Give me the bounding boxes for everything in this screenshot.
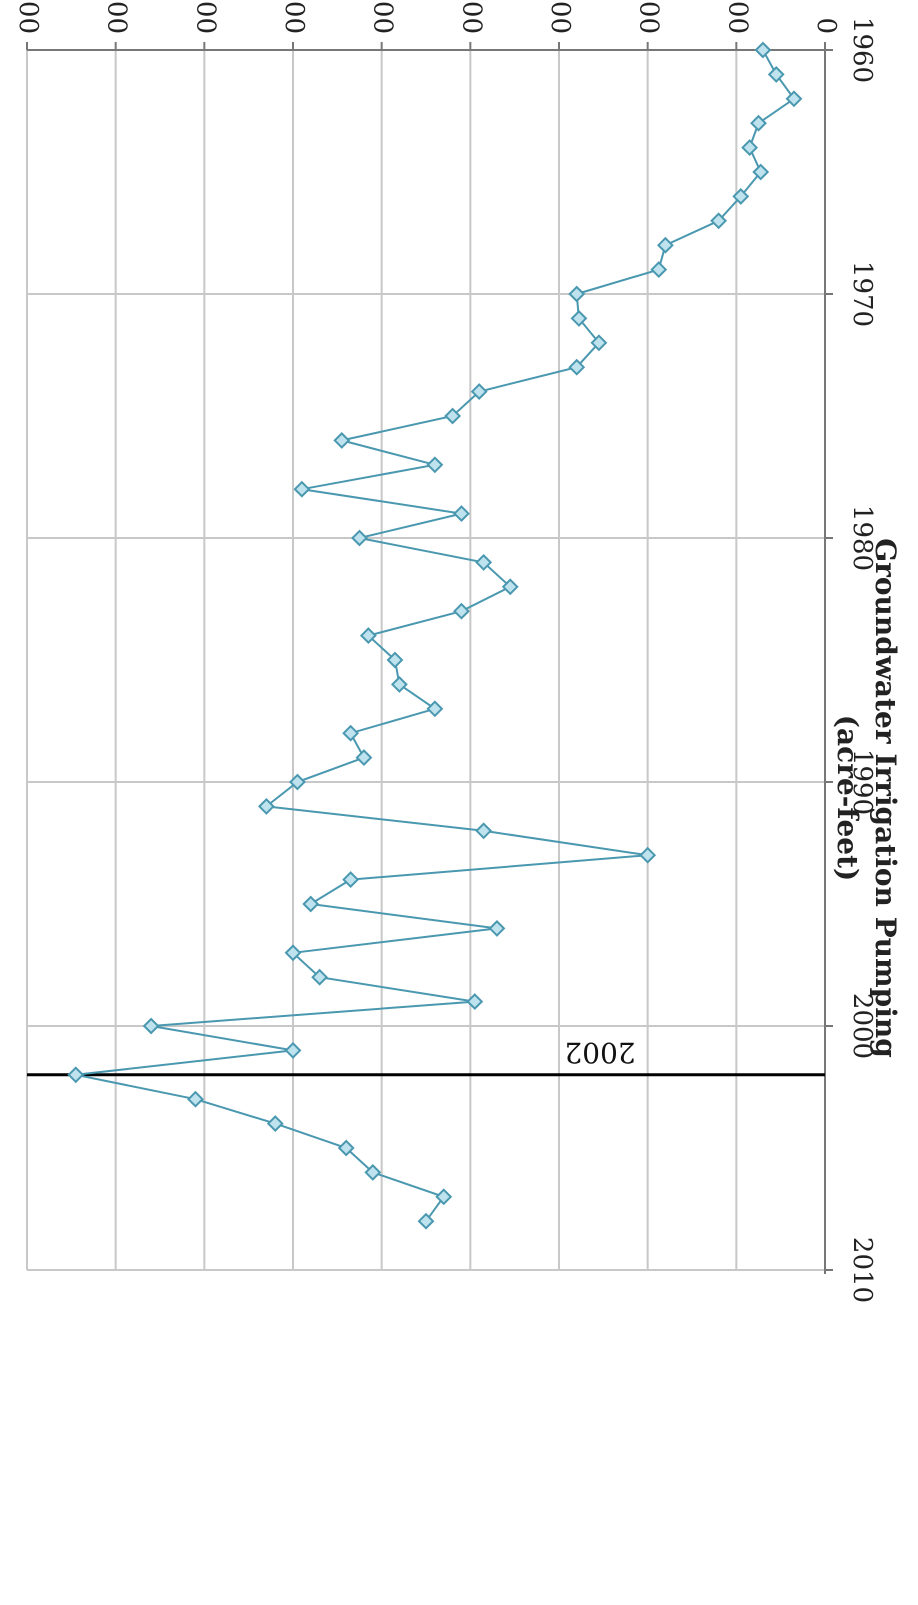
data-point-1976	[333, 431, 351, 449]
data-point-2004	[266, 1115, 284, 1133]
series-markers	[67, 41, 803, 1230]
data-point-1975	[444, 407, 462, 425]
data-point-1960	[754, 41, 772, 59]
reference-line-label: 2002	[564, 1036, 635, 1069]
data-point-1997	[284, 944, 302, 962]
data-point-1977	[426, 456, 444, 474]
data-point-2000	[142, 1017, 160, 1035]
year-tick-label-0: 1960	[847, 17, 877, 83]
data-point-1970	[568, 285, 586, 303]
reference-line-group: 2002	[27, 1036, 825, 1077]
data-point-1986	[390, 675, 408, 693]
data-point-2007	[435, 1188, 453, 1206]
year-tick-label-1: 1970	[847, 261, 877, 327]
data-point-2001	[284, 1041, 302, 1059]
value-tick-label-1: 200,000	[722, 0, 752, 34]
data-point-1982	[501, 578, 519, 596]
y-axis-label: Groundwater Irrigation Pumping	[869, 538, 902, 1058]
data-point-1999	[466, 993, 484, 1011]
data-point-1998	[311, 968, 329, 986]
year-tick-label-3: 1990	[847, 749, 877, 815]
data-point-1978	[293, 480, 311, 498]
data-point-1993	[639, 846, 657, 864]
data-point-1974	[470, 383, 488, 401]
data-point-1980	[351, 529, 368, 547]
x-tick-labels: 1960 1970 1980 1990 2000 2010	[847, 17, 877, 1303]
year-tick-label-5: 2010	[847, 1237, 877, 1303]
data-point-2006	[364, 1163, 382, 1181]
data-point-1972	[590, 334, 608, 352]
axes	[26, 42, 833, 1274]
gridlines	[26, 50, 825, 1271]
year-tick-label-4: 2000	[847, 993, 877, 1059]
rotated-chart-group: 2002 1960 1970 1980 1990 2000 2010 0 200,000 40…	[13, 0, 902, 1303]
data-point-1994	[342, 871, 360, 889]
data-point-2008	[417, 1212, 435, 1230]
data-point-1981	[475, 553, 493, 571]
data-point-1988	[342, 724, 360, 742]
data-point-1963	[750, 114, 767, 132]
value-tick-label-5: 1,000,000	[368, 0, 398, 34]
data-point-1966	[732, 187, 750, 205]
data-point-2005	[337, 1139, 355, 1157]
data-point-1973	[568, 358, 586, 376]
data-point-1961	[767, 65, 785, 83]
value-tick-label-7: 1,400,000	[190, 0, 220, 34]
value-tick-label-2: 400,000	[634, 0, 664, 34]
data-point-1991	[257, 797, 275, 815]
data-point-1964	[741, 139, 759, 157]
data-point-1967	[710, 212, 728, 230]
data-point-1992	[475, 822, 493, 840]
data-point-1990	[289, 773, 306, 791]
data-point-1996	[488, 919, 506, 937]
data-point-1969	[650, 261, 668, 279]
series-group	[75, 49, 796, 1222]
value-tick-label-4: 800,000	[456, 0, 486, 34]
year-tick-label-2: 1980	[847, 505, 877, 571]
data-point-1962	[785, 90, 803, 108]
data-point-1968	[656, 236, 674, 254]
data-point-2003	[187, 1090, 204, 1108]
y-axis-title: Groundwater Irrigation Pumping (acre-fee…	[831, 538, 902, 1058]
data-point-1989	[355, 749, 373, 767]
data-point-1995	[302, 895, 320, 913]
data-point-1983	[453, 602, 470, 620]
value-tick-label-0: 0	[811, 17, 841, 34]
value-tick-label-6: 1,200,000	[279, 0, 309, 34]
y-axis-unit: (acre-feet)	[831, 715, 864, 881]
value-tick-label-3: 600,000	[545, 0, 575, 34]
y-tick-labels: 0 200,000 400,000 600,000 800,000 1,000,000 1,…	[13, 0, 841, 34]
value-tick-label-8: 1,600,000	[102, 0, 132, 34]
value-tick-label-9: 1,800,000	[13, 0, 43, 34]
data-point-1987	[426, 700, 444, 718]
data-point-1965	[752, 163, 770, 181]
data-point-1985	[386, 651, 404, 669]
data-point-1979	[453, 505, 470, 523]
data-point-1984	[359, 627, 377, 645]
series-line	[75, 49, 796, 1222]
data-point-2002	[67, 1066, 85, 1084]
data-point-1971	[570, 309, 588, 327]
